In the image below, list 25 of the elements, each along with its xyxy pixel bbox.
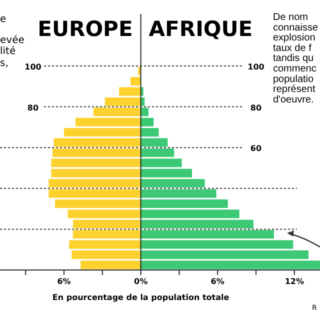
x-axis-title: En pourcentage de la population totale: [52, 293, 230, 302]
text: 100: [24, 62, 42, 72]
text: De nom: [273, 12, 308, 23]
series-label: EUROPE: [38, 17, 133, 41]
annotation: commenc: [273, 64, 316, 74]
text: AFRIQUE: [148, 17, 253, 41]
annotation: d'oeuvre.: [273, 94, 314, 106]
text: evée: [0, 35, 24, 46]
y-tick-label: 80: [250, 103, 262, 112]
y-tick-label: 100: [248, 62, 265, 72]
text: connaisse: [273, 22, 318, 34]
text: explosion: [273, 32, 316, 44]
annotation: représent: [273, 84, 316, 96]
annotation: populatio: [273, 74, 314, 85]
text: e: [0, 14, 6, 25]
x-tick-label: 6%: [57, 277, 71, 286]
y-tick-label: 60: [250, 144, 262, 154]
x-tick-label: 0%: [134, 277, 148, 286]
text: lité: [0, 46, 16, 57]
x-tick-label: 12%: [284, 277, 304, 286]
text: taux de f: [273, 42, 312, 54]
annotation: s,: [0, 58, 8, 69]
text: 80: [27, 103, 39, 112]
x-tick-label: 6%: [210, 277, 224, 286]
text: tandis qu: [273, 53, 314, 64]
